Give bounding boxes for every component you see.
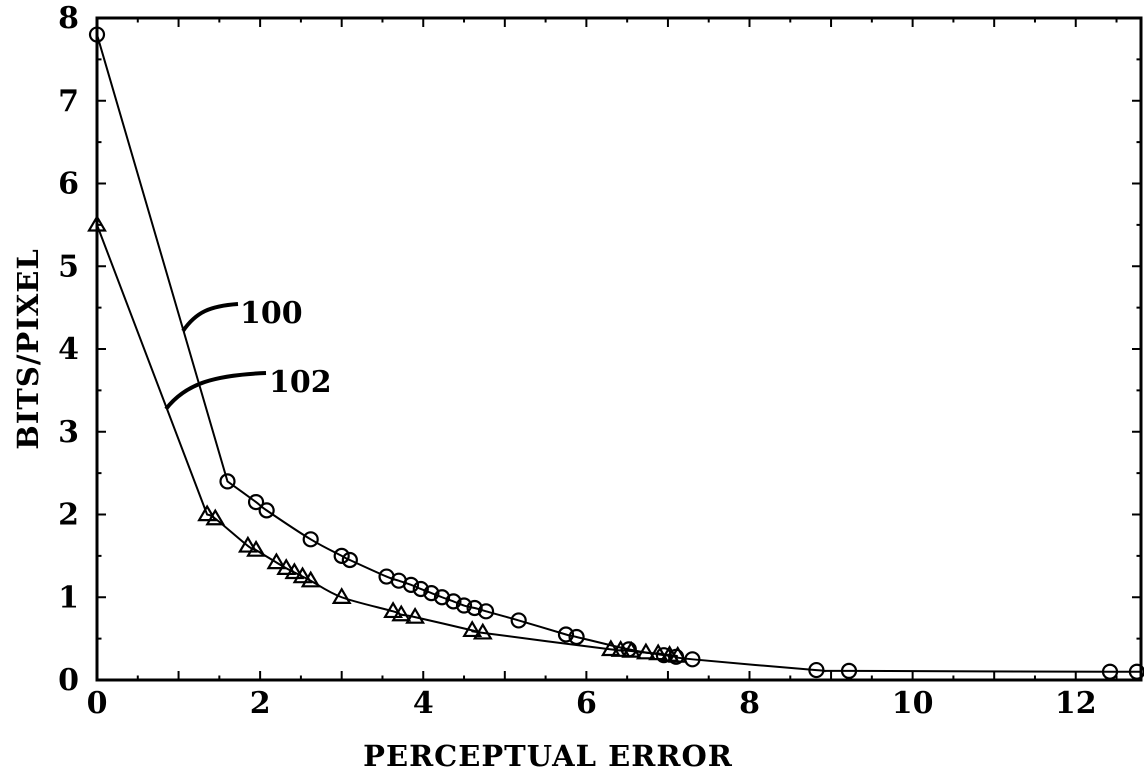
x-tick-label: 4 — [413, 686, 434, 721]
plot-frame — [95, 16, 1143, 682]
series-line-102 — [96, 224, 678, 657]
data-point-triangle — [284, 562, 305, 580]
data-point-circle — [557, 626, 575, 643]
y-tick-label: 8 — [58, 1, 79, 36]
data-point-triangle — [600, 639, 621, 657]
data-point-circle — [412, 580, 429, 598]
data-point-triangle — [667, 645, 688, 663]
data-point-triangle — [246, 539, 266, 557]
axis-ticks — [96, 17, 1141, 681]
data-point-triangle — [276, 558, 297, 575]
x-tick-label: 2 — [250, 686, 271, 721]
data-point-circle — [302, 531, 319, 548]
data-point-triangle — [266, 552, 287, 570]
data-point-circle — [402, 576, 420, 593]
x-tick-label: 12 — [1055, 686, 1097, 721]
data-point-circle — [808, 661, 825, 679]
series-line-100 — [96, 34, 1141, 673]
series-100 — [88, 26, 1144, 680]
callout-label-102: 102 — [269, 365, 332, 400]
data-point-triangle — [635, 642, 656, 660]
data-point-triangle — [383, 601, 403, 619]
data-point-circle — [219, 473, 236, 490]
data-point-circle — [568, 628, 585, 646]
x-tick-label: 0 — [87, 686, 108, 721]
y-axis-title: BITS/PIXEL — [11, 248, 45, 450]
x-axis-title: PERCEPTUAL ERROR — [363, 739, 733, 773]
data-point-triangle — [292, 566, 313, 584]
data-point-circle — [258, 502, 275, 519]
data-point-triangle — [472, 622, 493, 640]
data-point-circle — [341, 551, 358, 569]
callouts: 100 102 — [164, 296, 332, 411]
y-tick-label: 0 — [58, 663, 79, 698]
callout-leader-102 — [164, 371, 267, 411]
data-point-triangle — [331, 587, 352, 604]
data-point-triangle — [610, 640, 631, 657]
data-point-triangle — [405, 606, 426, 624]
data-point-triangle — [391, 604, 412, 622]
data-point-circle — [510, 612, 527, 629]
data-point-triangle — [237, 535, 258, 553]
data-point-triangle — [648, 643, 669, 661]
data-point-circle — [840, 662, 858, 679]
y-tick-label: 3 — [58, 415, 79, 450]
series-layer — [87, 26, 1144, 680]
data-point-triangle — [197, 504, 218, 522]
callout-label-100: 100 — [240, 296, 303, 331]
data-point-circle — [423, 585, 440, 602]
y-tick-label: 1 — [58, 580, 79, 615]
data-point-triangle — [205, 508, 226, 526]
data-point-triangle — [300, 570, 321, 588]
data-point-circle — [477, 603, 495, 620]
x-tick-label: 6 — [576, 686, 597, 721]
y-tick-label: 5 — [58, 249, 79, 284]
data-point-triangle — [462, 620, 483, 638]
y-tick-label: 2 — [58, 498, 79, 533]
data-point-circle — [445, 593, 462, 610]
y-tick-label: 4 — [58, 332, 79, 367]
x-tick-label: 10 — [892, 686, 934, 721]
data-point-circle — [247, 493, 265, 511]
y-tick-label: 7 — [58, 84, 79, 119]
series-102 — [87, 214, 688, 663]
data-point-circle — [466, 599, 483, 617]
x-tick-label: 8 — [739, 686, 760, 721]
data-point-circle — [455, 597, 473, 614]
data-point-circle — [333, 547, 350, 564]
data-point-triangle — [621, 640, 642, 658]
y-tick-label: 6 — [58, 167, 79, 202]
callout-leader-100 — [181, 302, 239, 333]
